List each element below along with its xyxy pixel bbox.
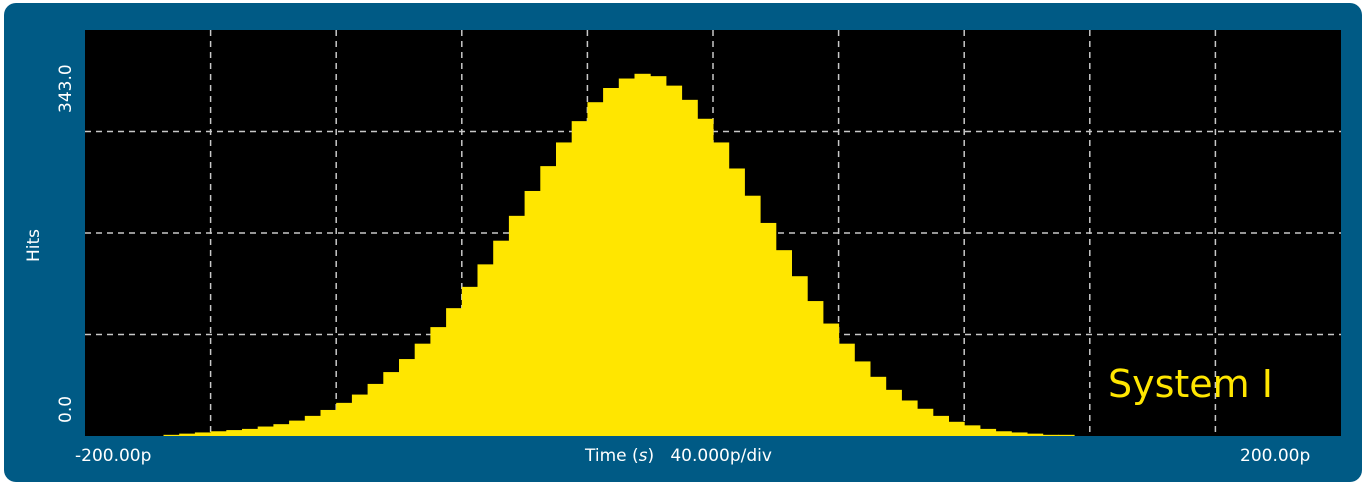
histogram-bar [870,376,887,436]
histogram-bar [524,190,541,436]
histogram-bar [964,425,981,436]
histogram-bar [210,431,227,436]
histogram-bar [257,426,274,436]
histogram-bar [414,343,431,436]
histogram-bar [979,428,997,436]
histogram-bar [822,323,840,436]
histogram-bar [383,372,400,436]
x-min-label: -200.00p [75,446,152,466]
histogram-bar [603,88,620,436]
x-axis-title-end: ) [647,446,655,466]
histogram-bar [775,250,792,436]
histogram-bar [289,420,306,436]
histogram-bar [273,424,290,436]
histogram-bar [351,394,369,436]
histogram-bars [163,73,1075,436]
histogram-bar [194,432,212,436]
histogram-bar [744,195,761,436]
histogram-bar [650,76,667,436]
x-max-label: 200.00p [1240,446,1311,466]
histogram-bar [556,142,573,436]
scale-per-div: 40.000p/div [670,446,772,466]
histogram-bar [885,389,902,436]
histogram-bar [665,85,683,436]
histogram-bar [1027,433,1044,436]
histogram-bar [242,428,259,436]
x-axis-unit: s [638,446,648,466]
histogram-bar [917,408,934,436]
histogram-bar [508,215,526,436]
y-axis-label: Hits [24,228,44,262]
histogram-bar [367,383,384,436]
histogram-svg [85,30,1341,436]
histogram-bar [713,142,730,436]
histogram-bar [697,118,714,436]
histogram-bar [587,102,604,436]
histogram-bar [932,415,949,436]
histogram-bar [948,421,965,436]
histogram-bar [791,276,808,436]
histogram-bar [540,166,557,436]
histogram-bar [320,409,337,436]
histogram-bar [399,359,416,436]
x-axis-label: Time (s) 40.000p/div [585,446,772,466]
histogram-bar [634,73,651,436]
histogram-bar [1058,434,1075,436]
histogram-bar [461,286,478,436]
histogram-bar [618,78,635,436]
histogram-bar [179,433,196,436]
plot-area [85,30,1341,436]
histogram-bar [446,308,463,436]
y-max-label: 343.0 [56,64,76,113]
histogram-bar [681,99,698,436]
histogram-bar [901,400,918,436]
histogram-bar [304,415,321,436]
histogram-bar [336,402,353,436]
histogram-bar [1011,432,1028,436]
histogram-bar [1042,434,1059,436]
histogram-bar [493,240,510,436]
x-axis-title-start: Time ( [585,446,639,466]
y-min-label: 0.0 [56,395,76,423]
histogram-bar [854,361,871,436]
histogram-bar [571,121,588,436]
histogram-bar [430,327,447,436]
histogram-bar [728,168,745,436]
histogram-bar [807,301,824,436]
histogram-bar [995,431,1012,436]
histogram-bar [226,430,243,436]
histogram-bar [838,343,855,436]
legend-system-label: System I [1108,362,1273,406]
histogram-bar [760,222,777,436]
histogram-bar [163,434,180,436]
histogram-bar [477,264,494,436]
